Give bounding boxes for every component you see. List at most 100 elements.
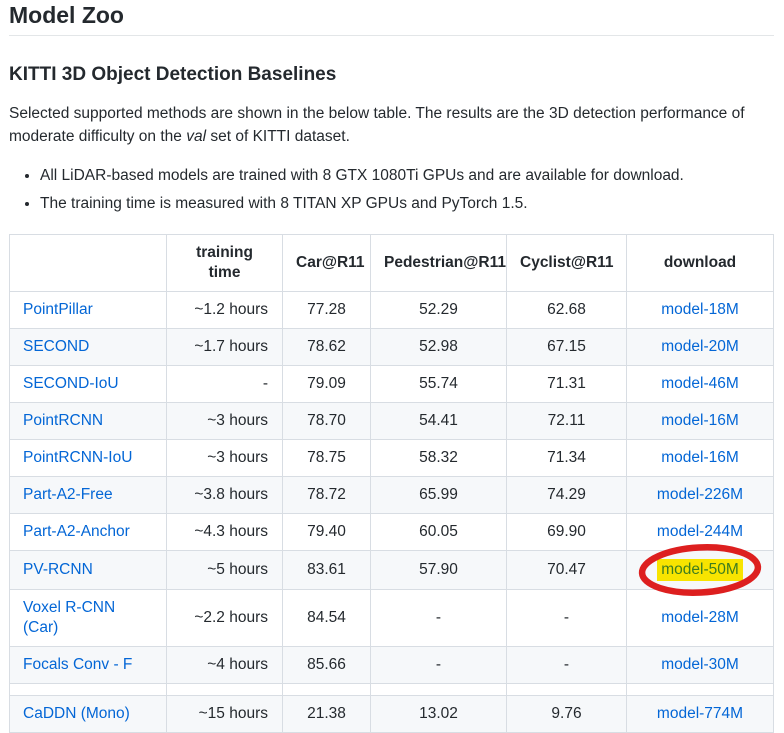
table-row-caddn-mono: CaDDN (Mono) ~15 hours 21.38 13.02 9.76 … — [9, 695, 774, 733]
method-link[interactable]: PointRCNN — [23, 412, 104, 429]
cell-download: model-46M — [626, 365, 774, 403]
cell-pedestrian: 57.90 — [370, 550, 507, 590]
cell-method: Voxel R-CNN (Car) — [9, 589, 167, 647]
download-link[interactable]: model-16M — [661, 412, 739, 429]
download-link[interactable]: model-774M — [656, 705, 744, 722]
bullet-item-gpus: All LiDAR-based models are trained with … — [40, 164, 774, 187]
method-link[interactable]: SECOND-IoU — [23, 375, 119, 392]
intro-paragraph: Selected supported methods are shown in … — [9, 102, 774, 148]
download-link[interactable]: model-244M — [656, 523, 744, 540]
cell-download: model-244M — [626, 513, 774, 551]
cell-download: model-774M — [626, 695, 774, 733]
cell-training-time: ~5 hours — [166, 550, 283, 590]
header-cell-car: Car@R11 — [282, 234, 371, 292]
cell-download: model-16M — [626, 439, 774, 477]
cell-training-time: ~4.3 hours — [166, 513, 283, 551]
cell-car: 78.62 — [282, 328, 371, 366]
cell-pedestrian: 65.99 — [370, 476, 507, 514]
cell-download: model-28M — [626, 589, 774, 647]
header-cell-method — [9, 234, 167, 292]
cell-method: PV-RCNN — [9, 550, 167, 590]
cell-pedestrian: 54.41 — [370, 402, 507, 440]
cell-car: 77.28 — [282, 291, 371, 329]
spacer-cell — [166, 683, 283, 696]
spacer-cell — [9, 683, 167, 696]
cell-cyclist: 67.15 — [506, 328, 627, 366]
cell-download: model-226M — [626, 476, 774, 514]
method-link[interactable]: Part-A2-Free — [23, 486, 113, 503]
cell-training-time: ~4 hours — [166, 646, 283, 684]
download-link-highlighted[interactable]: model-50M — [661, 561, 739, 578]
cell-cyclist: 72.11 — [506, 402, 627, 440]
cell-method: PointRCNN — [9, 402, 167, 440]
cell-car: 78.72 — [282, 476, 371, 514]
cell-car: 78.75 — [282, 439, 371, 477]
method-link[interactable]: Voxel R-CNN (Car) — [23, 599, 116, 636]
method-link[interactable]: Focals Conv - F — [23, 656, 133, 673]
cell-download: model-18M — [626, 291, 774, 329]
cell-cyclist: 71.34 — [506, 439, 627, 477]
table-spacer-row — [9, 683, 774, 696]
method-link[interactable]: PointRCNN-IoU — [23, 449, 133, 466]
table-row-pointrcnn-iou: PointRCNN-IoU ~3 hours 78.75 58.32 71.34… — [9, 439, 774, 477]
spacer-cell — [370, 683, 507, 696]
cell-method: Part-A2-Anchor — [9, 513, 167, 551]
cell-car: 79.09 — [282, 365, 371, 403]
cell-car: 85.66 — [282, 646, 371, 684]
table-row-part-a2-anchor: Part-A2-Anchor ~4.3 hours 79.40 60.05 69… — [9, 513, 774, 551]
cell-pedestrian: 60.05 — [370, 513, 507, 551]
method-link[interactable]: SECOND — [23, 338, 90, 355]
cell-training-time: ~2.2 hours — [166, 589, 283, 647]
cell-training-time: ~3 hours — [166, 439, 283, 477]
cell-pedestrian: - — [370, 589, 507, 647]
method-link[interactable]: PointPillar — [23, 301, 93, 318]
cell-cyclist: 9.76 — [506, 695, 627, 733]
spacer-cell — [626, 683, 774, 696]
cell-pedestrian: 13.02 — [370, 695, 507, 733]
cell-method: PointPillar — [9, 291, 167, 329]
cell-pedestrian: - — [370, 646, 507, 684]
cell-download: model-16M — [626, 402, 774, 440]
table-header-row: training time Car@R11 Pedestrian@R11 Cyc… — [9, 234, 774, 292]
table-row-voxel-rcnn-car: Voxel R-CNN (Car) ~2.2 hours 84.54 - - m… — [9, 589, 774, 647]
intro-text-after: set of KITTI dataset. — [206, 128, 350, 145]
cell-download: model-30M — [626, 646, 774, 684]
yellow-highlight-marker: model-50M — [657, 559, 743, 581]
download-link[interactable]: model-20M — [661, 338, 739, 355]
download-link[interactable]: model-226M — [656, 486, 744, 503]
table-row-pv-rcnn: PV-RCNN ~5 hours 83.61 57.90 70.47 model… — [9, 544, 774, 596]
table-row-second: SECOND ~1.7 hours 78.62 52.98 67.15 mode… — [9, 328, 774, 366]
cell-method: Focals Conv - F — [9, 646, 167, 684]
cell-cyclist: 71.31 — [506, 365, 627, 403]
cell-method: PointRCNN-IoU — [9, 439, 167, 477]
baselines-table: training time Car@R11 Pedestrian@R11 Cyc… — [9, 234, 774, 733]
cell-pedestrian: 52.29 — [370, 291, 507, 329]
section-title: KITTI 3D Object Detection Baselines — [9, 64, 337, 85]
cell-download: model-20M — [626, 328, 774, 366]
bullet-item-training-time: The training time is measured with 8 TIT… — [40, 192, 774, 215]
method-link[interactable]: CaDDN (Mono) — [23, 705, 130, 722]
cell-method: CaDDN (Mono) — [9, 695, 167, 733]
method-link[interactable]: Part-A2-Anchor — [23, 523, 130, 540]
cell-car: 21.38 — [282, 695, 371, 733]
method-link[interactable]: PV-RCNN — [23, 561, 93, 578]
download-link[interactable]: model-30M — [661, 656, 739, 673]
cell-training-time: ~1.2 hours — [166, 291, 283, 329]
cell-cyclist: 69.90 — [506, 513, 627, 551]
table-row-pointpillar: PointPillar ~1.2 hours 77.28 52.29 62.68… — [9, 291, 774, 329]
download-link[interactable]: model-28M — [661, 609, 739, 626]
cell-method: Part-A2-Free — [9, 476, 167, 514]
cell-method: SECOND-IoU — [9, 365, 167, 403]
cell-training-time: ~15 hours — [166, 695, 283, 733]
cell-training-time: ~3.8 hours — [166, 476, 283, 514]
cell-cyclist: - — [506, 646, 627, 684]
cell-pedestrian: 55.74 — [370, 365, 507, 403]
cell-download-highlighted: model-50M — [626, 544, 774, 596]
cell-pedestrian: 58.32 — [370, 439, 507, 477]
download-link[interactable]: model-46M — [661, 375, 739, 392]
download-link[interactable]: model-16M — [661, 449, 739, 466]
table-row-pointrcnn: PointRCNN ~3 hours 78.70 54.41 72.11 mod… — [9, 402, 774, 440]
table-row-part-a2-free: Part-A2-Free ~3.8 hours 78.72 65.99 74.2… — [9, 476, 774, 514]
download-link[interactable]: model-18M — [661, 301, 739, 318]
intro-text-before: Selected supported methods are shown in … — [9, 105, 745, 145]
